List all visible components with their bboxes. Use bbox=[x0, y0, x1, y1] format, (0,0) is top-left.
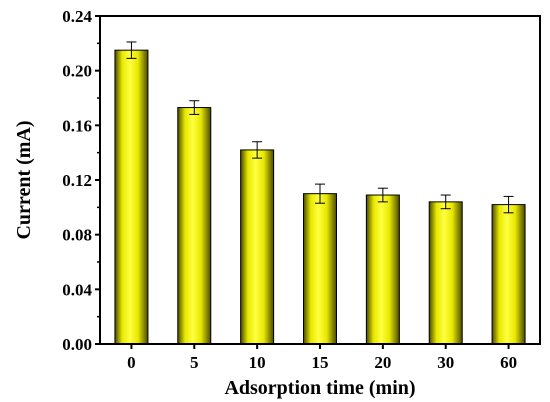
x-tick-label: 0 bbox=[127, 353, 136, 372]
y-tick-label: 0.24 bbox=[62, 7, 92, 26]
bar-10 bbox=[240, 149, 275, 345]
bar-60 bbox=[491, 204, 526, 345]
error-bar-20 bbox=[377, 187, 388, 203]
error-bar-15 bbox=[315, 183, 325, 204]
bar-15 bbox=[303, 193, 337, 345]
error-bar-30 bbox=[440, 194, 451, 210]
x-tick-label: 30 bbox=[437, 353, 454, 372]
y-tick-label: 0.12 bbox=[62, 171, 92, 190]
y-tick-label: 0.04 bbox=[62, 280, 92, 299]
y-axis-title: Current (mA) bbox=[13, 120, 35, 239]
bar-0 bbox=[114, 49, 149, 345]
y-axis: 0.00 0.04 0.08 0.12 0.16 0.20 0.24 bbox=[62, 7, 100, 354]
bar-30 bbox=[428, 201, 463, 345]
x-tick-label: 20 bbox=[374, 353, 391, 372]
x-axis: 0 5 10 15 20 30 60 bbox=[127, 344, 517, 372]
bar-20 bbox=[365, 194, 400, 345]
error-bar-5 bbox=[189, 100, 200, 115]
y-tick-label: 0.08 bbox=[62, 226, 92, 245]
error-bars-layer bbox=[126, 41, 514, 214]
x-tick-label: 15 bbox=[312, 353, 329, 372]
y-tick-label: 0.20 bbox=[62, 62, 92, 81]
error-bar-0 bbox=[126, 41, 137, 59]
error-bar-10 bbox=[252, 141, 263, 159]
bar-5 bbox=[177, 107, 212, 345]
error-bar-60 bbox=[503, 195, 514, 214]
x-tick-label: 5 bbox=[190, 353, 199, 372]
x-tick-label: 60 bbox=[500, 353, 517, 372]
x-tick-label: 10 bbox=[249, 353, 266, 372]
y-tick-label: 0.16 bbox=[62, 116, 92, 135]
y-tick-label: 0.00 bbox=[62, 335, 92, 354]
x-axis-title: Adsorption time (min) bbox=[224, 377, 415, 399]
